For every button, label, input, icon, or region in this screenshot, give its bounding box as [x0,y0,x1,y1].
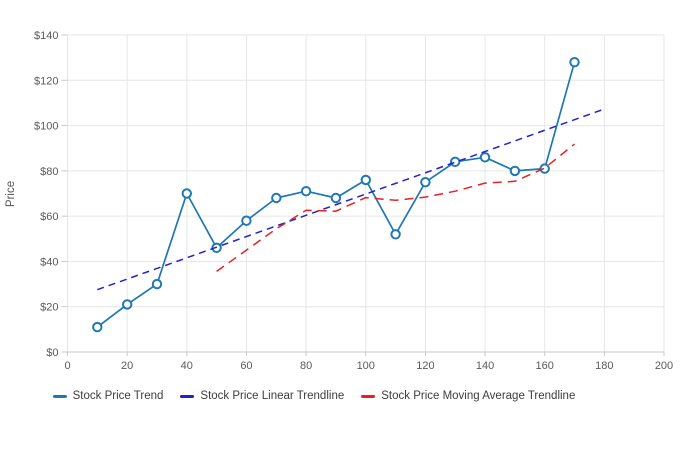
x-tick-label: 100 [357,360,375,372]
data-point-marker [181,188,193,199]
x-tick-label: 160 [536,360,554,372]
x-tick-label: 80 [300,360,312,372]
data-point-marker [509,165,521,177]
y-tick-label: $40 [40,256,58,268]
y-tick-label: $60 [40,211,58,223]
data-point-marker [271,192,282,204]
x-tick-label: 0 [64,360,70,372]
data-point-marker [92,321,103,333]
data-point-marker [569,57,580,68]
data-point-marker [300,186,312,197]
x-tick-label: 140 [476,360,494,372]
series-layer [92,57,605,333]
legend-item-stock-price-linear-trendline[interactable]: Stock Price Linear Trendline [180,390,344,402]
x-tick-label: 20 [121,360,133,372]
y-tick-label: $20 [40,302,58,314]
x-tick-label: 120 [416,360,434,372]
legend-label: Stock Price Linear Trendline [200,390,345,402]
data-point-marker [330,192,342,204]
legend-item-stock-price-trend[interactable]: Stock Price Trend [52,390,164,402]
axis-layer: 0 20 40 60 80 100 120 140 160 180 200 $0 $20 $40 $60 $8… [34,30,673,372]
x-tick-label: 60 [240,360,252,372]
y-axis-title: Price [5,181,17,207]
y-tick-label: $100 [34,121,58,133]
chart-legend: Stock Price Trend Stock Price Linear Tren… [0,390,628,402]
data-point-marker [420,177,431,188]
series-line-stock-price-linear-trendline [97,108,605,291]
y-tick-label: $140 [34,30,58,42]
y-tick-label: $120 [34,75,58,87]
legend-item-stock-price-moving-average-trendline[interactable]: Stock Price Moving Average Trendline [361,390,575,402]
data-point-marker [360,174,371,186]
series-line-stock-price-moving-average-trendline [216,143,575,273]
legend-swatch-icon [52,394,67,398]
data-point-marker [539,163,550,174]
legend-swatch-icon [361,394,376,398]
x-tick-label: 180 [595,360,613,372]
legend-label: Stock Price Moving Average Trendline [381,390,576,402]
y-tick-label: $80 [40,166,58,178]
legend-swatch-icon [180,394,195,398]
data-point-marker [479,152,491,163]
grid-layer [67,34,665,353]
data-point-marker [450,156,461,168]
data-point-marker [122,299,133,310]
legend-label: Stock Price Trend [72,390,164,402]
chart-svg: 0 20 40 60 80 100 120 140 160 180 200 $0 $20 $40 $60 $8… [5,30,673,372]
data-point-marker [151,278,163,290]
x-tick-label: 200 [655,360,673,372]
data-point-marker [390,229,401,240]
x-tick-label: 40 [181,360,193,372]
y-tick-label: $0 [46,347,58,359]
data-point-marker [241,215,252,226]
